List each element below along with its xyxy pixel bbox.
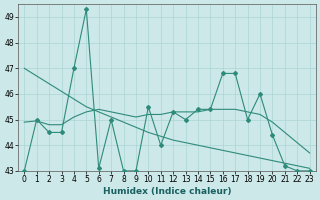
X-axis label: Humidex (Indice chaleur): Humidex (Indice chaleur) — [103, 187, 231, 196]
